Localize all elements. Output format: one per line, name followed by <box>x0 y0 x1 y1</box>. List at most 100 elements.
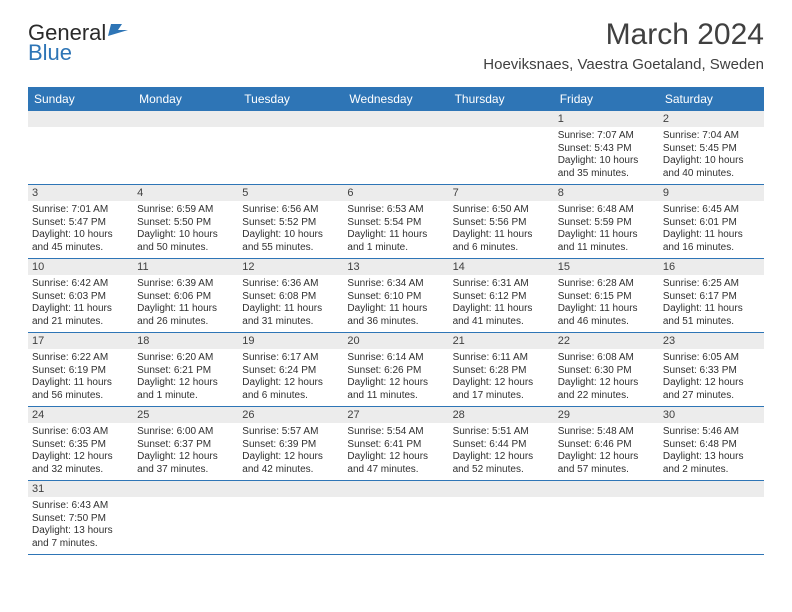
week-row: Sunrise: 7:07 AMSunset: 5:43 PMDaylight:… <box>28 127 764 185</box>
dayname: Monday <box>133 87 238 111</box>
dayname: Thursday <box>449 87 554 111</box>
dayname: Wednesday <box>343 87 448 111</box>
daylight-text: Daylight: 12 hours and 37 minutes. <box>137 451 234 476</box>
daylight-text: Daylight: 10 hours and 40 minutes. <box>663 155 760 180</box>
day-number: 14 <box>449 259 554 275</box>
day-cell <box>133 497 238 554</box>
daylight-text: Daylight: 12 hours and 47 minutes. <box>347 451 444 476</box>
sunset-text: Sunset: 6:44 PM <box>453 439 550 452</box>
sunrise-text: Sunrise: 6:22 AM <box>32 352 129 365</box>
sunrise-text: Sunrise: 5:48 AM <box>558 426 655 439</box>
day-number: 11 <box>133 259 238 275</box>
day-number: 8 <box>554 185 659 201</box>
sunset-text: Sunset: 6:19 PM <box>32 365 129 378</box>
dayname: Tuesday <box>238 87 343 111</box>
daylight-text: Daylight: 12 hours and 17 minutes. <box>453 377 550 402</box>
flag-icon <box>108 18 130 44</box>
sunrise-text: Sunrise: 6:28 AM <box>558 278 655 291</box>
day-cell: Sunrise: 6:53 AMSunset: 5:54 PMDaylight:… <box>343 201 448 258</box>
daylight-text: Daylight: 13 hours and 2 minutes. <box>663 451 760 476</box>
day-cell: Sunrise: 6:59 AMSunset: 5:50 PMDaylight:… <box>133 201 238 258</box>
day-cell: Sunrise: 6:05 AMSunset: 6:33 PMDaylight:… <box>659 349 764 406</box>
month-title: March 2024 <box>483 18 764 52</box>
day-number: 2 <box>659 111 764 127</box>
header: General March 2024 Hoeviksnaes, Vaestra … <box>0 0 792 79</box>
sunset-text: Sunset: 6:30 PM <box>558 365 655 378</box>
day-cell: Sunrise: 6:11 AMSunset: 6:28 PMDaylight:… <box>449 349 554 406</box>
week-row: Sunrise: 6:42 AMSunset: 6:03 PMDaylight:… <box>28 275 764 333</box>
calendar: SundayMondayTuesdayWednesdayThursdayFrid… <box>28 87 764 555</box>
day-cell: Sunrise: 5:54 AMSunset: 6:41 PMDaylight:… <box>343 423 448 480</box>
week-row: Sunrise: 6:03 AMSunset: 6:35 PMDaylight:… <box>28 423 764 481</box>
daylight-text: Daylight: 12 hours and 57 minutes. <box>558 451 655 476</box>
day-number: 28 <box>449 407 554 423</box>
sunset-text: Sunset: 6:15 PM <box>558 291 655 304</box>
daylight-text: Daylight: 12 hours and 32 minutes. <box>32 451 129 476</box>
day-cell <box>28 127 133 184</box>
sunrise-text: Sunrise: 6:39 AM <box>137 278 234 291</box>
day-number <box>343 481 448 497</box>
sunrise-text: Sunrise: 6:20 AM <box>137 352 234 365</box>
day-number: 17 <box>28 333 133 349</box>
day-cell: Sunrise: 7:04 AMSunset: 5:45 PMDaylight:… <box>659 127 764 184</box>
week-row: Sunrise: 6:22 AMSunset: 6:19 PMDaylight:… <box>28 349 764 407</box>
day-number: 24 <box>28 407 133 423</box>
sunset-text: Sunset: 6:03 PM <box>32 291 129 304</box>
sunrise-text: Sunrise: 6:53 AM <box>347 204 444 217</box>
daylight-text: Daylight: 12 hours and 1 minute. <box>137 377 234 402</box>
day-number: 23 <box>659 333 764 349</box>
daynum-row: 24252627282930 <box>28 407 764 423</box>
dayname: Friday <box>554 87 659 111</box>
daylight-text: Daylight: 11 hours and 51 minutes. <box>663 303 760 328</box>
day-number: 18 <box>133 333 238 349</box>
sunset-text: Sunset: 6:39 PM <box>242 439 339 452</box>
day-cell: Sunrise: 6:56 AMSunset: 5:52 PMDaylight:… <box>238 201 343 258</box>
daylight-text: Daylight: 12 hours and 6 minutes. <box>242 377 339 402</box>
sunset-text: Sunset: 5:56 PM <box>453 217 550 230</box>
day-cell: Sunrise: 6:48 AMSunset: 5:59 PMDaylight:… <box>554 201 659 258</box>
day-number: 3 <box>28 185 133 201</box>
day-number <box>554 481 659 497</box>
sunset-text: Sunset: 6:21 PM <box>137 365 234 378</box>
sunset-text: Sunset: 6:28 PM <box>453 365 550 378</box>
daylight-text: Daylight: 11 hours and 56 minutes. <box>32 377 129 402</box>
day-number: 19 <box>238 333 343 349</box>
daynum-row: 3456789 <box>28 185 764 201</box>
sunset-text: Sunset: 5:45 PM <box>663 143 760 156</box>
dayname-row: SundayMondayTuesdayWednesdayThursdayFrid… <box>28 87 764 111</box>
daynum-row: 31 <box>28 481 764 497</box>
sunrise-text: Sunrise: 6:50 AM <box>453 204 550 217</box>
daylight-text: Daylight: 10 hours and 50 minutes. <box>137 229 234 254</box>
sunrise-text: Sunrise: 6:36 AM <box>242 278 339 291</box>
day-cell <box>133 127 238 184</box>
sunset-text: Sunset: 5:47 PM <box>32 217 129 230</box>
day-number <box>343 111 448 127</box>
location: Hoeviksnaes, Vaestra Goetaland, Sweden <box>483 56 764 73</box>
daylight-text: Daylight: 11 hours and 46 minutes. <box>558 303 655 328</box>
day-cell: Sunrise: 6:36 AMSunset: 6:08 PMDaylight:… <box>238 275 343 332</box>
sunrise-text: Sunrise: 6:05 AM <box>663 352 760 365</box>
day-cell: Sunrise: 6:39 AMSunset: 6:06 PMDaylight:… <box>133 275 238 332</box>
week-row: Sunrise: 7:01 AMSunset: 5:47 PMDaylight:… <box>28 201 764 259</box>
daylight-text: Daylight: 12 hours and 52 minutes. <box>453 451 550 476</box>
sunset-text: Sunset: 6:01 PM <box>663 217 760 230</box>
day-cell <box>238 127 343 184</box>
sunset-text: Sunset: 6:10 PM <box>347 291 444 304</box>
day-number <box>133 111 238 127</box>
day-cell: Sunrise: 6:08 AMSunset: 6:30 PMDaylight:… <box>554 349 659 406</box>
sunrise-text: Sunrise: 5:54 AM <box>347 426 444 439</box>
daylight-text: Daylight: 11 hours and 11 minutes. <box>558 229 655 254</box>
sunset-text: Sunset: 6:33 PM <box>663 365 760 378</box>
sunset-text: Sunset: 6:48 PM <box>663 439 760 452</box>
sunrise-text: Sunrise: 6:59 AM <box>137 204 234 217</box>
sunrise-text: Sunrise: 6:00 AM <box>137 426 234 439</box>
day-number <box>28 111 133 127</box>
sunrise-text: Sunrise: 5:51 AM <box>453 426 550 439</box>
day-number <box>449 481 554 497</box>
sunrise-text: Sunrise: 6:25 AM <box>663 278 760 291</box>
day-number: 30 <box>659 407 764 423</box>
day-number <box>659 481 764 497</box>
sunrise-text: Sunrise: 7:07 AM <box>558 130 655 143</box>
day-number: 5 <box>238 185 343 201</box>
sunrise-text: Sunrise: 6:14 AM <box>347 352 444 365</box>
